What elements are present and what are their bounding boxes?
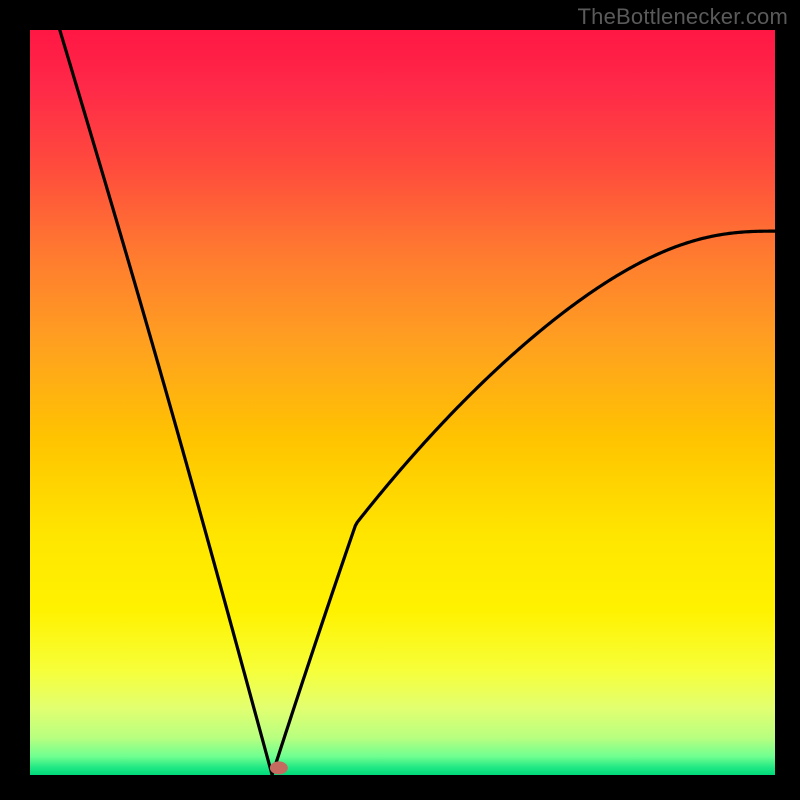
watermark-text: TheBottlenecker.com <box>578 4 788 30</box>
chart-svg <box>0 0 800 800</box>
optimal-point-marker <box>270 761 288 774</box>
chart-container: { "watermark": { "text": "TheBottlenecke… <box>0 0 800 800</box>
plot-background <box>30 30 775 775</box>
